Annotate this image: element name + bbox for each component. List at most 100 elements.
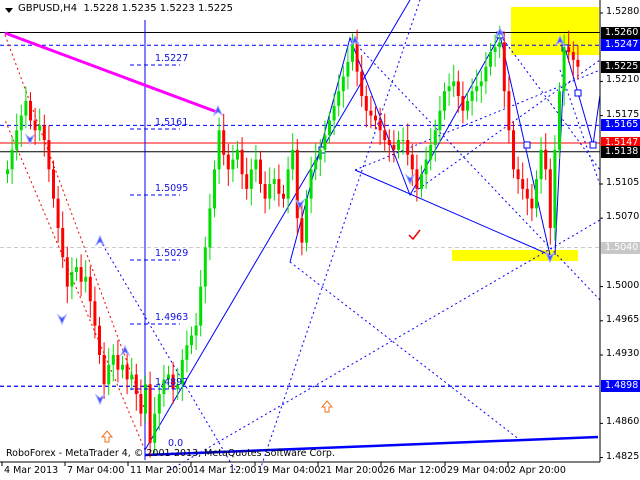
support-line [144, 435, 599, 457]
candle [401, 140, 405, 142]
candle [171, 374, 175, 390]
candle [479, 81, 483, 87]
candle [314, 159, 318, 170]
candle [484, 66, 488, 82]
candle [268, 183, 272, 199]
candle [75, 267, 78, 272]
price-tick-label: 1.5070 [606, 211, 640, 223]
fib-level-label: 1.5161 [155, 117, 189, 128]
candle [360, 71, 364, 97]
fractal-down-arrow-icon [24, 133, 36, 146]
candle [231, 159, 235, 170]
fan-line [349, 37, 601, 301]
candle [111, 354, 115, 365]
forecast-node [574, 89, 582, 97]
candle [456, 81, 460, 97]
candle [19, 115, 23, 131]
candle [410, 154, 414, 170]
fractal-down-arrow-icon [294, 198, 306, 211]
candle [387, 140, 391, 145]
candle [217, 130, 221, 170]
candle [341, 76, 345, 92]
fractal-down-arrow-icon [94, 393, 106, 406]
candle [420, 174, 423, 189]
time-tick-label: 4 Mar 2013 [4, 465, 59, 476]
candle [282, 193, 285, 199]
candle [190, 335, 193, 346]
candle [185, 345, 189, 360]
fan-line [499, 34, 601, 171]
time-tick-label: 21 Mar 20:00 [320, 465, 384, 476]
magenta-trendline [4, 31, 218, 114]
candle [148, 384, 152, 443]
fan-line [4, 119, 146, 451]
candle [15, 130, 19, 150]
candle [443, 91, 446, 111]
price-tick-label: 1.4825 [606, 450, 640, 462]
price-level-label: 1.5165 [601, 119, 640, 132]
time-tick-label: 11 Mar 20:00 [130, 465, 194, 476]
candle [328, 120, 331, 136]
candle [70, 271, 74, 287]
fib-zero-label: 0.0 [168, 438, 184, 449]
candle [553, 149, 557, 228]
candle [392, 144, 396, 150]
fib-level-label: 1.5029 [155, 248, 189, 259]
candle [406, 140, 410, 155]
candle [576, 59, 580, 67]
price-tick-label: 1.4930 [606, 347, 640, 359]
ohlc-readout: 1.5228 1.5235 1.5223 1.5225 [83, 3, 233, 14]
symbol-label: GBPUSD,H4 [18, 3, 78, 14]
candle [6, 169, 9, 175]
price-tick-label: 1.4965 [606, 313, 640, 325]
candle [489, 52, 492, 67]
price-level-label: 1.5260 [601, 26, 640, 39]
fan-line [99, 239, 236, 471]
candle [180, 359, 184, 385]
candle [562, 47, 566, 92]
candle [507, 91, 511, 131]
candle [116, 354, 120, 370]
price-tick-label: 1.5175 [606, 108, 640, 120]
candle [153, 413, 157, 443]
candle [447, 86, 451, 92]
candle [33, 120, 37, 131]
up-arrow-icon [320, 400, 334, 413]
time-tick-label: 14 Mar 12:00 [193, 465, 257, 476]
candle [134, 374, 138, 395]
candle [254, 159, 258, 170]
candle [226, 154, 230, 170]
candle [10, 149, 14, 170]
candle [378, 120, 382, 131]
candle [61, 227, 65, 258]
price-tick-label: 1.5000 [606, 279, 640, 291]
candle [130, 374, 134, 380]
candle [383, 130, 387, 141]
fib-level-label: 1.5095 [155, 183, 189, 194]
candle [475, 86, 479, 92]
price-level-label: 1.4898 [601, 380, 640, 393]
candle [240, 149, 244, 175]
fractal-down-arrow-icon [544, 251, 556, 264]
candle [567, 47, 571, 53]
candle [245, 174, 249, 189]
fib-level-label: 1.4897 [155, 377, 189, 388]
candle [470, 91, 474, 101]
time-tick-label: 7 Mar 04:00 [67, 465, 125, 476]
dropdown-triangle-icon[interactable] [5, 8, 13, 13]
candle [571, 52, 575, 60]
fractal-down-arrow-icon [404, 173, 416, 186]
candle [291, 149, 295, 170]
up-arrow-icon [100, 430, 114, 443]
price-level-label: 1.5225 [601, 60, 640, 73]
candle [516, 169, 520, 180]
candle [222, 130, 226, 155]
forecast-node [523, 141, 531, 149]
candle [502, 42, 506, 92]
candle [374, 115, 377, 121]
fan-line [259, 0, 421, 471]
time-tick-label: 26 Mar 12:00 [383, 465, 447, 476]
candle [305, 198, 308, 243]
